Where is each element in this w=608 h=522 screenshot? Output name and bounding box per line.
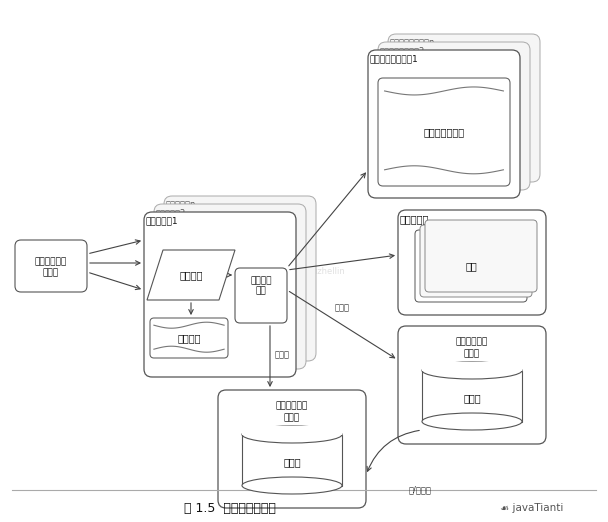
- FancyBboxPatch shape: [425, 220, 537, 292]
- FancyBboxPatch shape: [235, 268, 287, 323]
- Text: （从）: （从）: [284, 413, 300, 422]
- Ellipse shape: [422, 362, 522, 379]
- Text: 应用服务器1: 应用服务器1: [146, 216, 179, 225]
- FancyBboxPatch shape: [378, 78, 510, 186]
- Text: 图 1.5  数据库读写分离: 图 1.5 数据库读写分离: [184, 502, 276, 515]
- Text: 应用服务器n: 应用服务器n: [166, 200, 196, 209]
- Ellipse shape: [242, 426, 342, 443]
- FancyBboxPatch shape: [15, 240, 87, 292]
- Text: 数据库: 数据库: [283, 458, 301, 468]
- Polygon shape: [147, 250, 235, 300]
- FancyBboxPatch shape: [150, 318, 228, 358]
- Text: 写操作: 写操作: [335, 303, 350, 313]
- FancyBboxPatch shape: [368, 50, 520, 198]
- Text: 数据库: 数据库: [463, 394, 481, 404]
- Text: 应用服务器2: 应用服务器2: [156, 208, 186, 217]
- FancyBboxPatch shape: [164, 196, 316, 361]
- Text: 远程分布式缓存: 远程分布式缓存: [423, 127, 465, 137]
- Text: 负载均衡调度: 负载均衡调度: [35, 257, 67, 267]
- Bar: [422, 371, 522, 421]
- FancyBboxPatch shape: [398, 326, 546, 444]
- Text: （主）: （主）: [464, 350, 480, 359]
- Text: 分布式缓存服务器n: 分布式缓存服务器n: [390, 38, 435, 47]
- Ellipse shape: [242, 477, 342, 494]
- Text: http://      .net/xuzhellin: http:// .net/xuzhellin: [246, 267, 344, 277]
- Text: 分布式缓存服务器2: 分布式缓存服务器2: [380, 46, 425, 55]
- Text: 应用程序: 应用程序: [179, 270, 202, 280]
- Text: 数据库服务器: 数据库服务器: [276, 401, 308, 410]
- FancyBboxPatch shape: [420, 225, 532, 297]
- Text: ☙ javaTianti: ☙ javaTianti: [500, 503, 564, 513]
- Text: 文件服务器: 文件服务器: [400, 214, 429, 224]
- Text: 数据访问
模块: 数据访问 模块: [250, 276, 272, 295]
- Bar: [242, 434, 342, 485]
- Text: 读操作: 读操作: [275, 350, 290, 360]
- FancyBboxPatch shape: [398, 210, 546, 315]
- Bar: [242, 426, 342, 434]
- FancyBboxPatch shape: [218, 390, 366, 508]
- Ellipse shape: [422, 413, 522, 430]
- FancyBboxPatch shape: [144, 212, 296, 377]
- FancyBboxPatch shape: [378, 42, 530, 190]
- FancyBboxPatch shape: [154, 204, 306, 369]
- Text: 本地缓存: 本地缓存: [178, 333, 201, 343]
- Text: 服务器: 服务器: [43, 268, 59, 278]
- Bar: [422, 362, 522, 371]
- Text: 主/从复制: 主/从复制: [409, 485, 432, 494]
- Text: 文件: 文件: [465, 261, 477, 271]
- Text: 数据库服务器: 数据库服务器: [456, 338, 488, 347]
- Text: 分布式缓存服务器1: 分布式缓存服务器1: [370, 54, 419, 63]
- FancyBboxPatch shape: [388, 34, 540, 182]
- FancyBboxPatch shape: [415, 230, 527, 302]
